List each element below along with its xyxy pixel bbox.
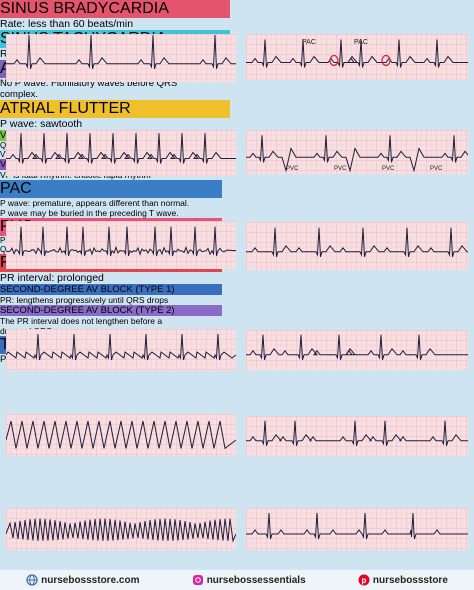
panel-title: SINUS BRADYCARDIA [0,0,230,18]
ecg-strip: PVC PVC PVC PVC [246,130,468,174]
ecg-strip [246,222,468,270]
ecg-wave [246,135,468,173]
ecg-strip [6,414,236,456]
ecg-wave [6,333,236,361]
footer-text: nursebossstore.com [41,574,140,586]
strip-grid [6,130,236,176]
footer-text: nursebossstore [372,574,448,586]
ecg-strip [246,508,468,550]
ecg-wave [246,512,468,540]
description: The PR interval does not lengthen before… [0,316,163,326]
strip-label: PVC [382,166,395,172]
ecg-wave [6,34,236,69]
ecg-wave [246,334,468,360]
pac-circle [329,54,339,67]
ecg-wave [6,420,236,450]
strip-grid [246,222,468,270]
ecg-strip [6,508,236,550]
strip-grid [6,34,236,82]
strip-grid [6,221,236,269]
strip-label: PVC [430,166,443,172]
footer-item: nursebossstore.com [26,574,139,586]
strip-label: PAC [302,39,316,46]
ecg-strip [246,330,468,370]
ecg-strip [6,34,236,82]
footer-item: p nursebossstore [358,574,448,586]
description: PR: lengthens progressively until QRS dr… [0,295,169,305]
pac-circle [381,54,391,67]
description: Rate: less than 60 beats/min [0,18,134,30]
ecg-wave [246,39,468,68]
description: P wave may be buried in the preceding T … [0,208,179,218]
ecg-strip [246,416,468,456]
svg-text:p: p [361,576,366,585]
ecg-strip [6,130,236,176]
strip-grid [246,34,468,80]
footer: nursebossstore.com nursebossessentials p… [0,570,474,590]
pinterest-icon: p [358,574,370,586]
strip-label: PVC [334,166,347,172]
ecg-wave [6,133,236,164]
panel-title: SECOND-DEGREE AV BLOCK (TYPE 2) [0,305,222,316]
ecg-wave [246,420,468,446]
panel-title: ATRIAL FLUTTER [0,100,230,118]
panel-title: SECOND-DEGREE AV BLOCK (TYPE 1) [0,284,222,295]
footer-text: nursebossessentials [206,574,306,586]
ecg-strip [6,329,236,371]
strip-label: PVC [286,166,299,172]
instagram-icon [192,575,203,585]
description: P wave: sawtooth [0,118,83,130]
ecg-strip [6,221,236,269]
ecg-strip: PAC PAC [246,34,468,80]
panel-title: PAC [0,180,222,198]
strip-label: PAC [354,39,368,46]
description: complex. [0,89,39,100]
description: No P wave. Fibrillatory waves before QRS [0,78,178,89]
strip-grid [246,416,468,456]
strip-grid [246,330,468,370]
globe-icon [26,574,38,586]
description: P wave: premature, appears different tha… [0,198,190,208]
description: PR interval: prolonged [0,272,104,284]
strip-grid [246,508,468,550]
footer-item: nursebossessentials [192,574,306,586]
strip-grid [6,329,236,371]
ecg-wave [6,518,236,543]
ecg-wave [246,227,468,257]
ecg-wave [6,226,236,256]
